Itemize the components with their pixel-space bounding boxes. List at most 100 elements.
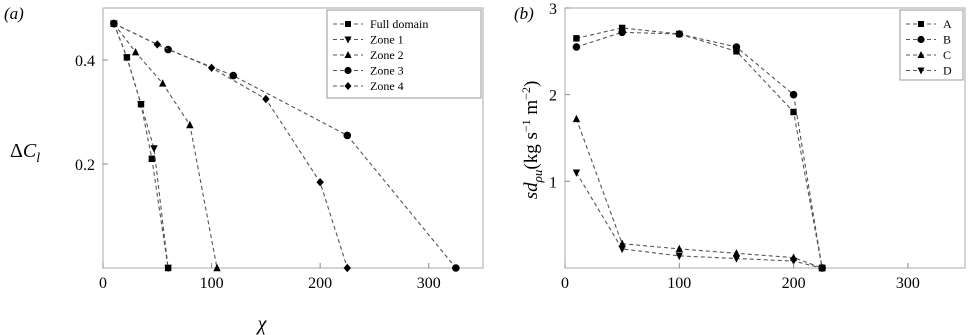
panel-a-series-3-point [229, 71, 238, 80]
panel-a-legend-marker [344, 51, 352, 58]
panel-a-x-tick-label: 100 [200, 275, 224, 292]
panel-b-legend-marker [917, 35, 925, 44]
panel-a-series-1-point [164, 264, 172, 273]
panel-b-ylabel-exp2: −2 [519, 87, 533, 100]
panel-b-series-1-point [675, 30, 684, 38]
panel-a-series-1-point [150, 145, 158, 153]
panel-b-x-tick-label: 100 [667, 275, 691, 292]
panel-b-series-0 [573, 24, 826, 272]
panel-b-series-2 [572, 114, 826, 272]
panel-b-series-0-line [576, 27, 823, 269]
panel-b-legend-label: C [943, 48, 951, 62]
panel-b-legend-box [899, 9, 964, 81]
panel-a-series-3-point [343, 131, 352, 140]
panel-b-series-0-point [618, 24, 626, 32]
panel-b-series-3 [572, 169, 826, 273]
panel-a-series-4-point [207, 63, 216, 72]
panel-b-x-tick-label: 200 [782, 275, 806, 292]
panel-a-series-0-line [113, 23, 169, 269]
panel-b-ylabel-sub: ρu [530, 169, 545, 183]
panel-a-ylabel-c: C [23, 140, 37, 162]
panel-a-series [110, 19, 460, 273]
panel-b-y-tick-label: 2 [549, 88, 557, 105]
panel-b-series-1-point [572, 43, 581, 51]
panel-b-series-1-point [732, 43, 741, 51]
panel-a-legend-label: Full domain [370, 17, 428, 31]
panel-a-x-tick-label: 200 [308, 275, 332, 292]
panel-b-ylabel-mid: m [521, 100, 542, 120]
panel-b-series-1-point [618, 28, 626, 37]
panel-a-legend-marker [344, 82, 352, 90]
panel-b-series-3-point [789, 257, 798, 266]
panel-a-series-3-point [452, 264, 460, 272]
panel-a-legend-box [326, 9, 482, 99]
panel-a-x-axis-label: χ [256, 313, 268, 335]
panel-a-series-4-point [153, 40, 161, 49]
panel-b-series-2-point [572, 114, 581, 123]
panel-a-series-1-line [113, 23, 169, 269]
panel-a-series-2-point [131, 48, 140, 56]
panel-a-legend-marker [344, 66, 352, 75]
panel-b-series-0-point [733, 48, 740, 55]
panel-b-series-1 [572, 28, 826, 272]
panel-b-series-3-point [572, 169, 581, 177]
panel-b-ylabel-main: sd [521, 182, 542, 199]
panel-b-ylabel-unit: (kg s [521, 132, 542, 169]
panel-b-series-3-line [575, 172, 823, 269]
panel-a-series-2-point [186, 120, 194, 129]
panel-a-series-0-point [148, 155, 156, 162]
panel-a-y-tick-label: 0.4 [75, 53, 95, 70]
panel-b-series-2-point [732, 249, 741, 257]
panel-b-legend-marker [918, 21, 924, 27]
panel-a-series-4-point [262, 94, 270, 104]
panel-a-legend-label: Zone 2 [370, 48, 404, 62]
panel-a-legend-label: Zone 4 [370, 79, 404, 93]
panel-b-ticks: 0 100 200 300 1 2 3 [549, 1, 920, 292]
panel-b-series-2-point [675, 244, 683, 253]
panel-b-legend-label: B [943, 33, 951, 47]
panel-a-x-tick-label: 300 [417, 275, 441, 292]
panel-b-x-tick-label: 0 [561, 275, 569, 292]
panel-a-y-axis-label: ΔCl [10, 140, 40, 166]
panel-b-y-tick-label: 1 [549, 174, 557, 191]
panel-a-legend-marker [345, 21, 351, 27]
panel-b-series-1-line [576, 31, 823, 269]
panel-a-series-1-point [137, 101, 145, 109]
panel-b-x-tick-label: 300 [896, 275, 920, 292]
panel-b-ylabel-exp1: −1 [519, 119, 533, 132]
panel-a-series-3-line [113, 23, 457, 269]
panel-a-ylabel-delta: Δ [10, 140, 23, 162]
panel-b-series-3-point [618, 245, 626, 254]
panel-b-y-tick-label: 3 [549, 1, 557, 18]
panel-a-series-4-point [110, 19, 118, 28]
panel-a-series-2-point [159, 79, 167, 87]
panel-a-legend-label: Zone 3 [370, 64, 404, 78]
panel-b-series-0-point [790, 108, 797, 116]
panel-a-legend-label: Zone 1 [370, 33, 404, 47]
panel-b-legend-label: D [943, 64, 952, 78]
panel-a-ticks: 0 100 200 300 0.2 0.4 [75, 53, 441, 292]
panel-b-series-3-point [675, 252, 683, 261]
panel-b-y-axis-label: sdρu(kg s−1 m−2) [519, 81, 545, 200]
panel-a-x-tick-label: 0 [99, 275, 107, 292]
panel-a-series-2-point [213, 263, 221, 272]
panel-b-series-2-line [575, 118, 823, 269]
panel-a-ylabel-sub: l [36, 151, 40, 166]
panel-b-plot-area [564, 7, 966, 269]
panel-a-plot-area [102, 7, 484, 269]
panel-b-series-3-point [818, 264, 826, 273]
panel-b-legend-label: A [943, 17, 952, 31]
panel-a-label: (a) [4, 4, 24, 23]
panel-b-series-0-point [573, 35, 580, 42]
panel-a-series-1-point [123, 54, 131, 62]
panel-b-legend-marker [917, 67, 925, 75]
panel-a-legend-marker [344, 36, 352, 44]
panel-b-series [572, 24, 826, 273]
panel-b-series-3-point [732, 255, 741, 263]
panel-a-series-3-point [164, 45, 172, 54]
